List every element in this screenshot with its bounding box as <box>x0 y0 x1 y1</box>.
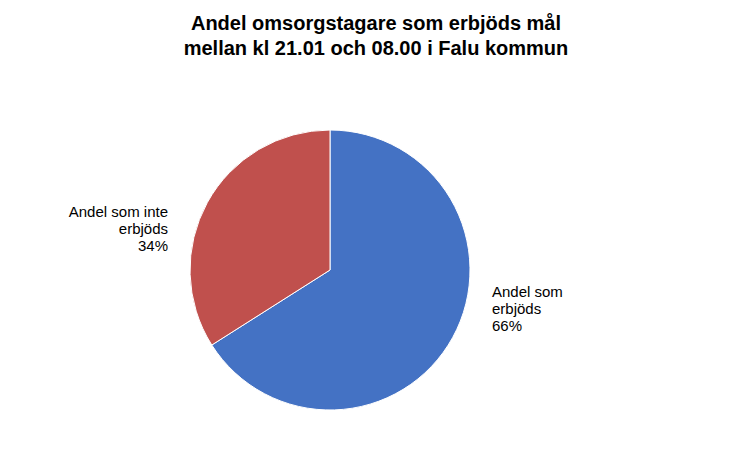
data-label: Andel somerbjöds66% <box>492 283 563 334</box>
pie: Andel somerbjöds66%Andel som inteerbjöds… <box>69 130 563 410</box>
data-label-line: Andel som <box>492 283 563 300</box>
title: Andel omsorgstagare som erbjöds mål mella… <box>184 12 569 59</box>
data-label-line: 66% <box>492 317 522 334</box>
data-label-line: erbjöds <box>492 300 541 317</box>
data-label-line: 34% <box>138 237 168 254</box>
title-line: mellan kl 21.01 och 08.00 i Falu kommun <box>184 37 569 59</box>
pie-slice <box>190 130 330 345</box>
chart: Andel omsorgstagare som erbjöds mål mella… <box>0 0 752 451</box>
data-label-line: Andel som inte <box>69 203 168 220</box>
data-label: Andel som inteerbjöds34% <box>69 203 168 254</box>
title-line: Andel omsorgstagare som erbjöds mål <box>191 12 561 34</box>
data-label-line: erbjöds <box>119 220 168 237</box>
